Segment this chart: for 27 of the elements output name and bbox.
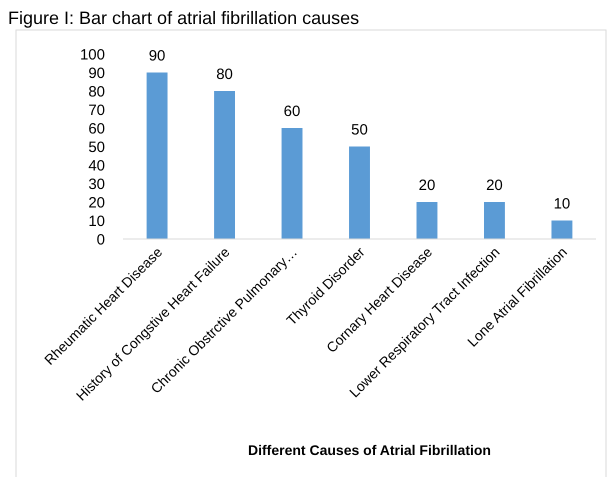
data-label: 20 — [418, 177, 436, 194]
data-label: 80 — [216, 66, 233, 83]
data-label: 10 — [554, 196, 570, 212]
data-label: 20 — [486, 177, 503, 194]
bar — [146, 72, 168, 239]
x-axis-title: Different Causes of Atrial Fibrillation — [248, 442, 491, 458]
y-tick-label: 30 — [88, 176, 105, 193]
bar — [349, 146, 370, 239]
data-label: 90 — [148, 48, 166, 64]
y-tick-label: 40 — [88, 157, 105, 174]
bar — [282, 128, 302, 239]
data-label: 50 — [351, 122, 368, 138]
y-tick-label: 60 — [88, 120, 105, 138]
y-tick-label: 70 — [88, 102, 105, 119]
chart-title: Figure I: Bar chart of atrial fibrillation causes — [8, 8, 360, 28]
bar — [484, 202, 505, 239]
y-tick-label: 50 — [88, 138, 105, 156]
y-tick-label: 90 — [88, 64, 105, 82]
y-tick-label: 10 — [88, 212, 105, 230]
y-tick-label: 20 — [88, 194, 105, 212]
y-tick-label: 100 — [80, 46, 105, 64]
bar — [214, 91, 236, 239]
data-label: 60 — [284, 103, 300, 120]
bar — [551, 220, 572, 239]
y-tick-label: 80 — [88, 83, 105, 100]
y-tick-label: 0 — [96, 231, 105, 248]
bar — [416, 202, 438, 239]
